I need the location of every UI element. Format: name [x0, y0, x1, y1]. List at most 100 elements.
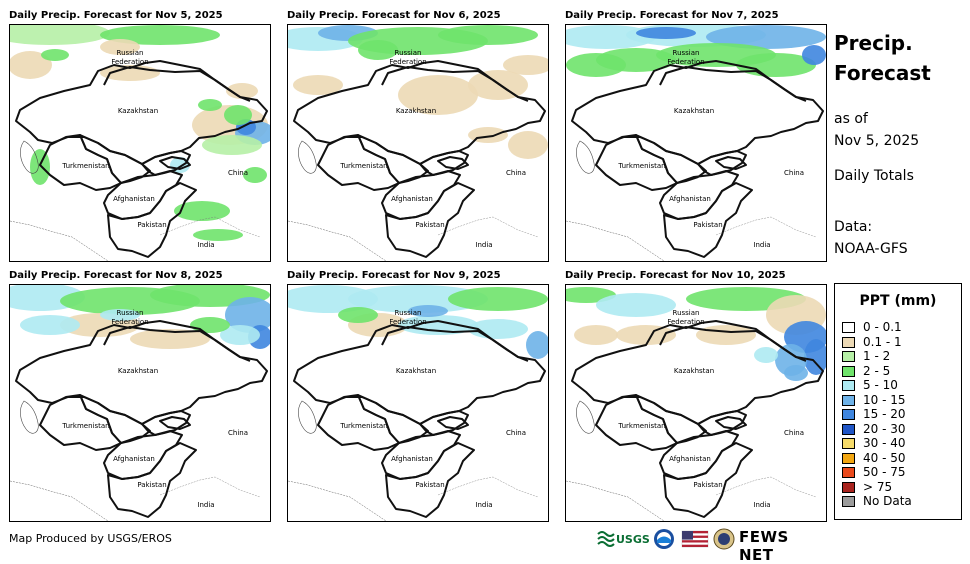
- totals-label: Daily Totals: [834, 168, 914, 184]
- label-afghanistan: Afghanistan: [391, 195, 433, 203]
- precip-area: [30, 149, 50, 185]
- label-pakistan: Pakistan: [415, 221, 444, 229]
- precip-area: [438, 25, 538, 45]
- label-pakistan: Pakistan: [693, 481, 722, 489]
- legend-swatch: [842, 322, 855, 333]
- usgs-logo: USGS: [597, 531, 650, 547]
- label-india: India: [753, 501, 770, 509]
- label-kazakhstan: Kazakhstan: [674, 107, 714, 115]
- label-turkmenistan: Turkmenistan: [617, 422, 665, 430]
- label-kazakhstan: Kazakhstan: [118, 367, 158, 375]
- legend-label: 1 - 2: [863, 349, 891, 363]
- uzbekistan-boundary: [635, 134, 707, 184]
- russia-boundary: [381, 326, 529, 362]
- label-turkmenistan: Turkmenistan: [339, 162, 387, 170]
- precip-map: Russian Federation Kazakhstan Turkmenistan A…: [287, 284, 549, 522]
- precip-area: [130, 329, 210, 349]
- label-china: China: [228, 429, 248, 437]
- data-label: Data:: [834, 219, 873, 235]
- precip-area: [243, 167, 267, 183]
- label-kazakhstan: Kazakhstan: [674, 367, 714, 375]
- pakistan-boundary: [385, 442, 475, 518]
- data-source: NOAA-GFS: [834, 241, 908, 257]
- kyrgyzstan-boundary: [715, 156, 747, 170]
- uzbekistan-boundary: [357, 134, 429, 184]
- partner-logos: USGS: [597, 528, 735, 550]
- precip-map: Russian Federation Kazakhstan Turkmenistan A…: [565, 24, 827, 262]
- forecast-date: Nov 5, 2025: [834, 133, 920, 149]
- legend-swatch: [842, 423, 855, 435]
- panel-title: Daily Precip. Forecast for Nov 9, 2025: [287, 270, 501, 281]
- map-credit: Map Produced by USGS/EROS: [9, 532, 172, 545]
- legend-item: > 75: [842, 479, 960, 495]
- legend-item: 50 - 75: [842, 465, 960, 480]
- precip-area: [10, 51, 52, 79]
- uzbekistan-boundary: [79, 134, 151, 184]
- usgs-logo-text: USGS: [616, 533, 650, 546]
- precip-area: [358, 40, 398, 60]
- neighbor-border: [159, 476, 261, 498]
- legend-item: 30 - 40: [842, 436, 960, 451]
- page-title: Precip. Forecast: [834, 28, 964, 88]
- label-russia: Russian: [117, 309, 144, 317]
- fews-net-logo: FEWS NET: [739, 528, 789, 564]
- noaa-logo: [654, 529, 674, 549]
- panel-title: Daily Precip. Forecast for Nov 7, 2025: [565, 10, 779, 21]
- label-afghanistan: Afghanistan: [669, 195, 711, 203]
- precip-area: [468, 127, 508, 143]
- precip-area: [220, 325, 260, 345]
- precip-area: [293, 75, 343, 95]
- label-turkmenistan: Turkmenistan: [617, 162, 665, 170]
- legend-item: 15 - 20: [842, 407, 960, 422]
- caspian-sea: [298, 140, 317, 174]
- precip-area: [338, 307, 378, 323]
- precip-area: [348, 285, 488, 313]
- legend-swatch: [842, 336, 855, 348]
- caspian-sea: [576, 400, 595, 434]
- tajikistan-boundary: [697, 150, 747, 176]
- label-turkmenistan: Turkmenistan: [339, 422, 387, 430]
- tajikistan-boundary: [419, 410, 469, 436]
- coastline: [566, 220, 665, 261]
- precip-area: [20, 315, 80, 335]
- panel-title: Daily Precip. Forecast for Nov 10, 2025: [565, 270, 786, 281]
- legend-item: 0.1 - 1: [842, 335, 960, 350]
- label-turkmenistan: Turkmenistan: [61, 162, 109, 170]
- precip-area: [802, 45, 826, 65]
- precip-area: [468, 70, 528, 100]
- label-pakistan: Pakistan: [137, 221, 166, 229]
- legend-label: 40 - 50: [863, 450, 906, 465]
- label-china: China: [506, 429, 526, 437]
- precip-area: [193, 229, 243, 241]
- russia-boundary: [381, 66, 529, 102]
- precip-area: [100, 309, 140, 321]
- label-china: China: [506, 169, 526, 177]
- legend-label: > 75: [863, 479, 893, 494]
- as-of-label: as of: [834, 111, 868, 127]
- label-india: India: [753, 241, 770, 249]
- legend-swatch: [842, 351, 855, 362]
- legend-swatch: [842, 467, 855, 478]
- caspian-sea: [20, 400, 39, 434]
- precip-area: [616, 325, 676, 345]
- precip-area: [526, 331, 548, 359]
- neighbor-border: [437, 216, 539, 238]
- kyrgyzstan-boundary: [437, 416, 469, 430]
- legend-label: 50 - 75: [863, 465, 906, 479]
- precip-area: [596, 293, 676, 317]
- precip-area: [503, 55, 548, 75]
- legend-swatch: [842, 496, 855, 507]
- kyrgyzstan-boundary: [715, 416, 747, 430]
- russia-boundary: [659, 66, 807, 102]
- pakistan-boundary: [107, 442, 197, 518]
- legend-item: No Data: [842, 494, 960, 509]
- neighbor-border: [715, 476, 817, 498]
- precip-area: [41, 49, 69, 61]
- precip-area: [508, 131, 548, 159]
- label-india: India: [475, 241, 492, 249]
- legend-swatch: [842, 394, 855, 406]
- precip-area: [100, 39, 140, 55]
